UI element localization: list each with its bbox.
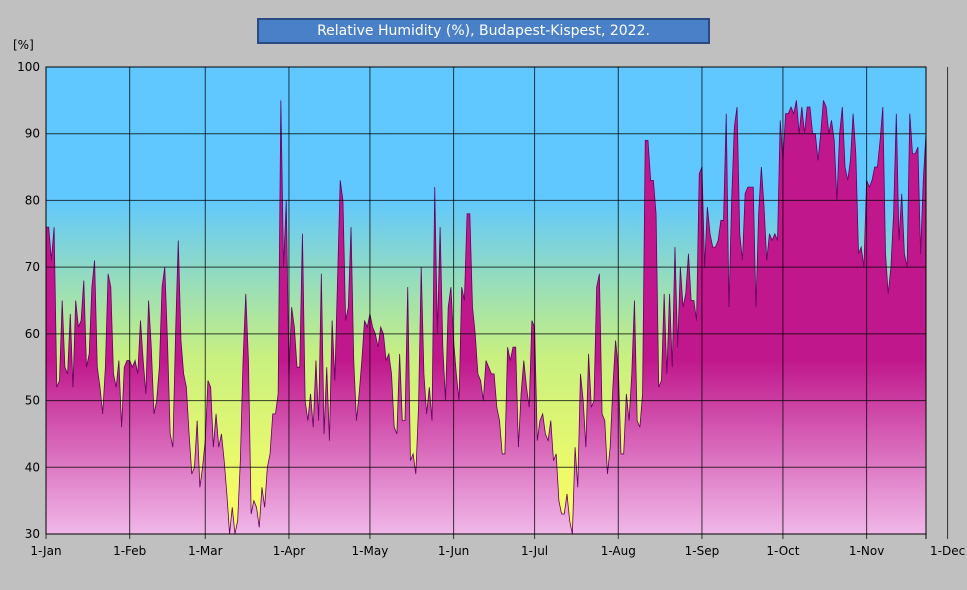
- x-tick-label: 1-Aug: [601, 544, 636, 558]
- x-tick-label: 1-Apr: [273, 544, 306, 558]
- y-axis-unit-label: [%]: [13, 38, 34, 52]
- x-tick-label: 1-Mar: [188, 544, 223, 558]
- humidity-area: [46, 100, 926, 535]
- y-tick-label: 90: [25, 127, 40, 141]
- x-tick-label: 1-May: [352, 544, 389, 558]
- x-tick-label: 1-Oct: [766, 544, 799, 558]
- y-tick-label: 40: [25, 460, 40, 474]
- y-tick-label: 50: [25, 394, 40, 408]
- x-tick-label: 1-Jan: [30, 544, 61, 558]
- x-tick-label: 1-Nov: [849, 544, 884, 558]
- y-tick-label: 80: [25, 193, 40, 207]
- x-tick-label: 1-Jul: [521, 544, 548, 558]
- x-tick-label: 1-Sep: [685, 544, 720, 558]
- x-tick-label: 1-Jun: [438, 544, 469, 558]
- x-tick-label: 1-Dec: [930, 544, 965, 558]
- x-tick-label: 1-Feb: [113, 544, 146, 558]
- y-tick-label: 60: [25, 327, 40, 341]
- chart-title: Relative Humidity (%), Budapest-Kispest,…: [257, 18, 710, 44]
- humidity-line: [46, 100, 927, 535]
- y-tick-label: 30: [25, 527, 40, 541]
- y-tick-label: 70: [25, 260, 40, 274]
- plot-frame: [45, 66, 927, 535]
- y-tick-label: 100: [17, 60, 40, 74]
